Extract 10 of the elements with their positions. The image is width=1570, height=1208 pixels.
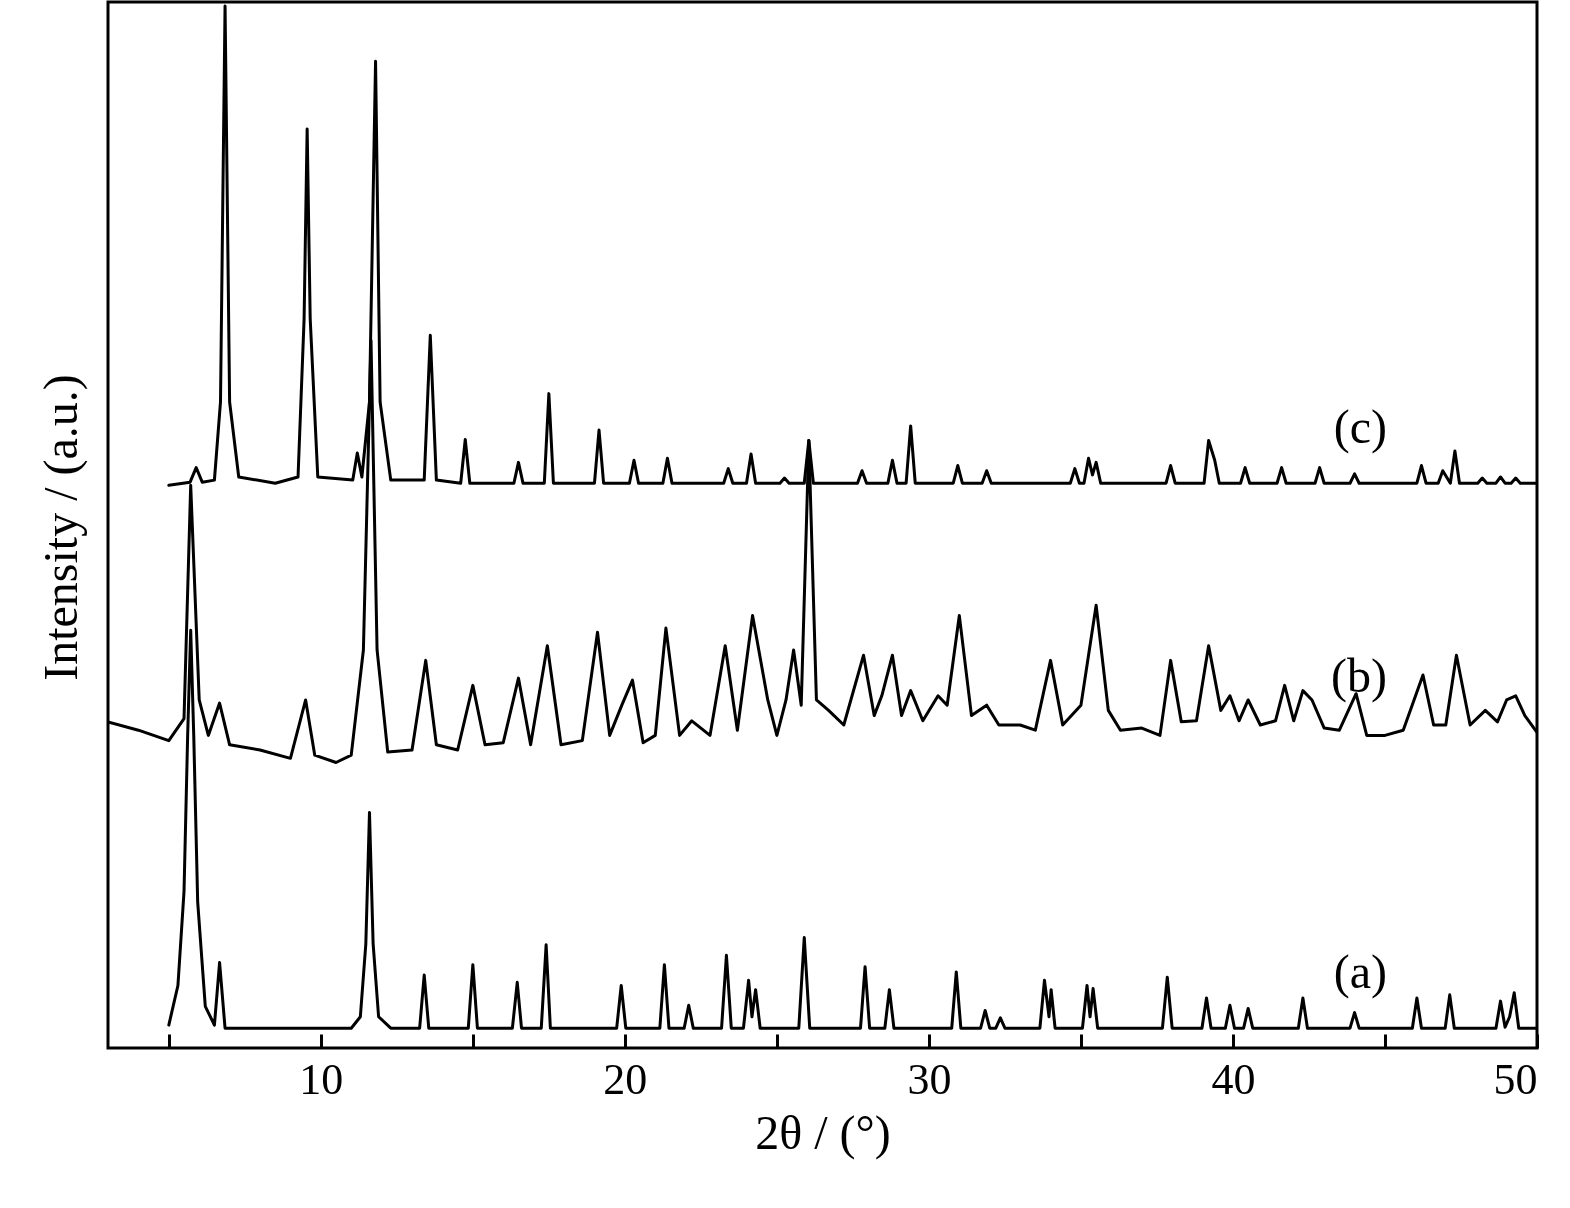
x-tick-label: 10 <box>299 1054 344 1104</box>
series-label: (b) <box>1331 649 1387 704</box>
x-axis-title: 2θ / (°) <box>755 1105 891 1160</box>
series-label: (a) <box>1333 945 1387 1000</box>
x-tick-label: 50 <box>1493 1054 1538 1104</box>
y-axis-title: Intensity / (a.u.) <box>33 374 88 681</box>
x-tick-label: 20 <box>603 1054 648 1104</box>
series-label: (c) <box>1333 400 1387 455</box>
x-tick-label: 30 <box>907 1054 952 1104</box>
x-tick-label: 40 <box>1211 1054 1256 1104</box>
